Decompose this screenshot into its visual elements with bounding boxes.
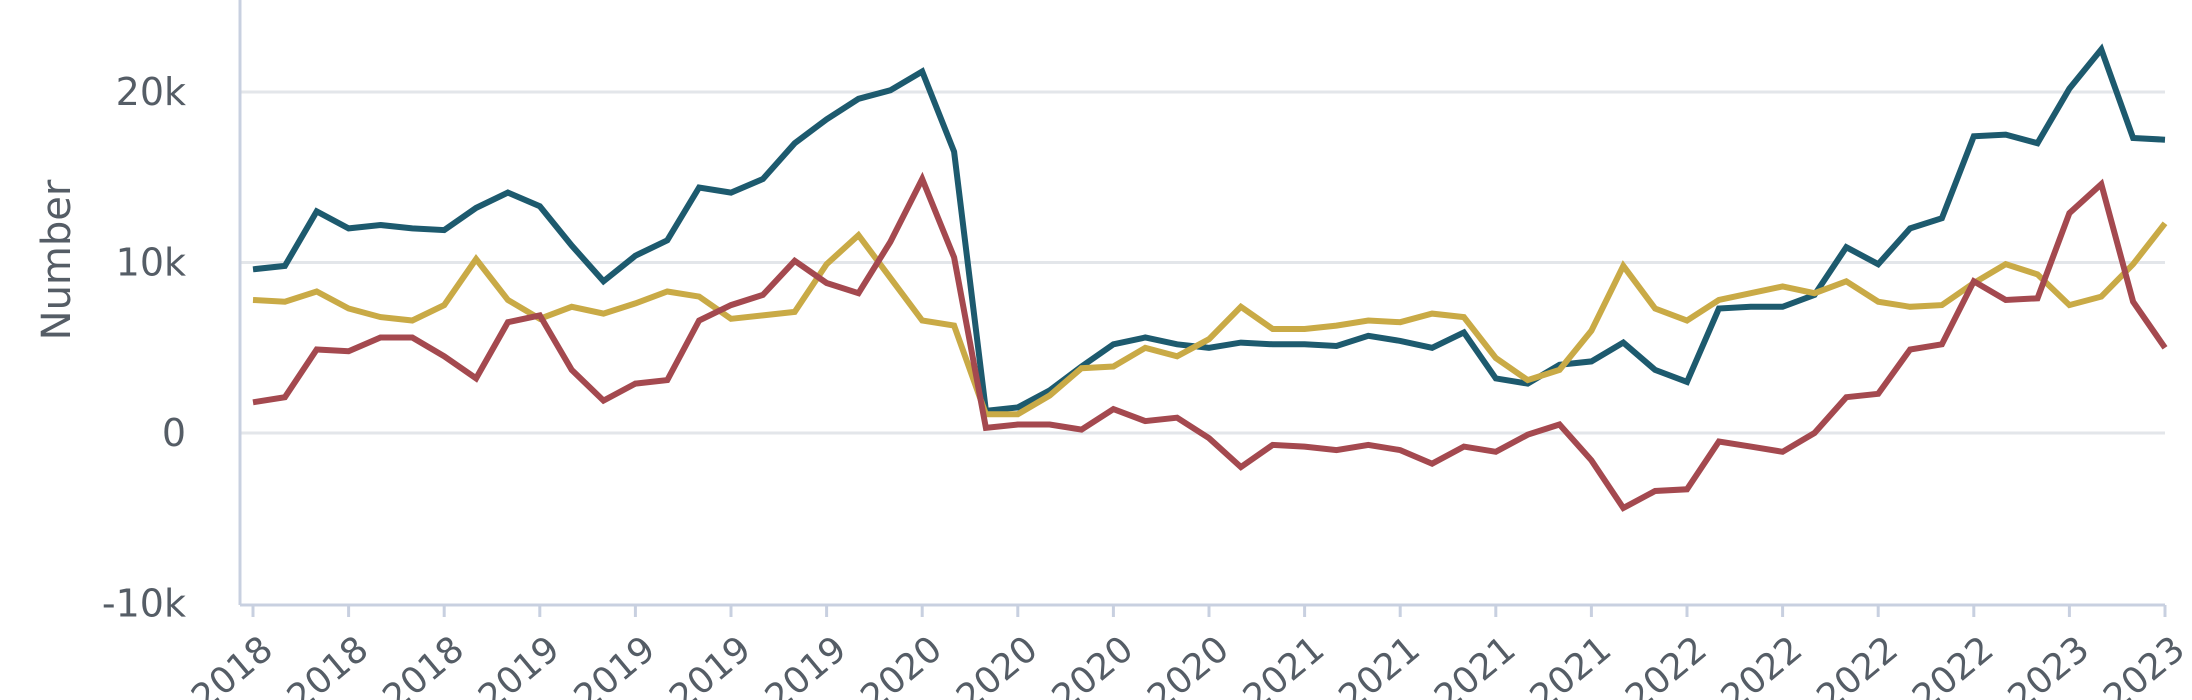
x-tick-label: 2019 — [471, 628, 568, 700]
x-tick-label: 2021 — [1331, 628, 1428, 700]
x-tick-label: 2018 — [280, 628, 377, 700]
x-tick-label: 2022 — [1809, 628, 1906, 700]
x-tick-label: 2023 — [2096, 628, 2192, 700]
x-tick-label: 2021 — [1523, 628, 1620, 700]
x-tick-label: 2020 — [1045, 628, 1142, 700]
x-tick-label: 2019 — [662, 628, 759, 700]
x-tick-label: 2022 — [1905, 628, 2002, 700]
series-line-1 — [252, 43, 2166, 415]
x-tick-label: 2020 — [1140, 628, 1237, 700]
y-tick-label: -10k — [102, 582, 186, 626]
x-tick-label: 2023 — [2001, 628, 2098, 700]
x-tick-label: 2022 — [1618, 628, 1715, 700]
x-tick-label: 2020 — [853, 628, 950, 700]
x-tick-label: 2019 — [758, 628, 855, 700]
x-tick-label: 2021 — [1427, 628, 1524, 700]
series-line-2 — [252, 221, 2168, 418]
series-line-3 — [252, 171, 2168, 512]
series-lines — [252, 43, 2168, 512]
y-tick-label: 20k — [116, 70, 186, 114]
x-tick-label: 2020 — [949, 628, 1046, 700]
x-tick-label: 2018 — [375, 628, 472, 700]
x-tick-label: 2021 — [1236, 628, 1333, 700]
x-tick-label: 2022 — [1714, 628, 1811, 700]
y-tick-label: 10k — [116, 241, 186, 285]
y-axis-title: Number — [34, 179, 80, 340]
x-tick-label: 2019 — [567, 628, 664, 700]
y-tick-label: 0 — [162, 411, 186, 455]
x-tick-label: 2018 — [184, 628, 281, 700]
